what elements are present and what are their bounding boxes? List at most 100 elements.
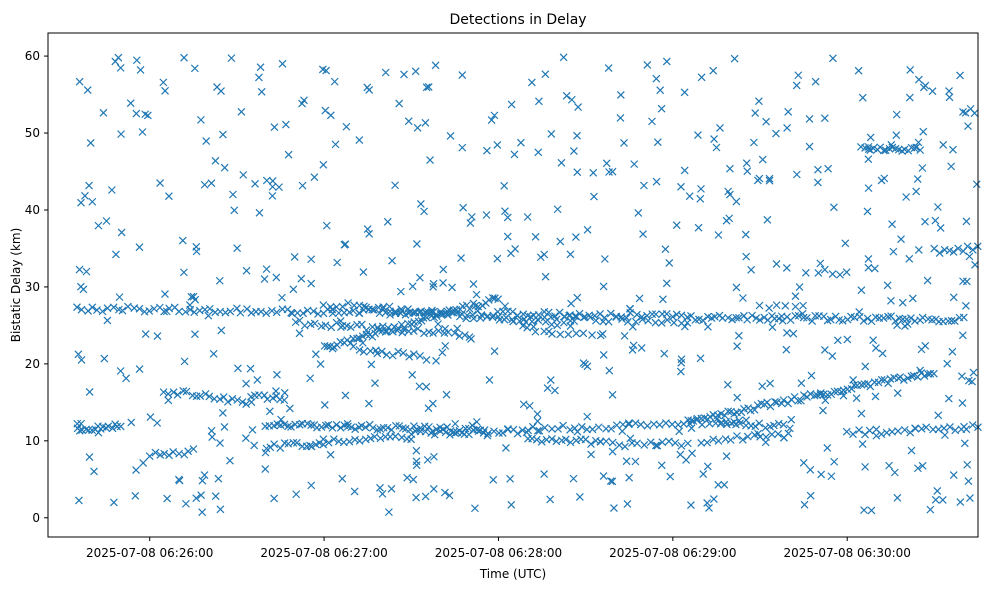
detection-marker [758,382,767,391]
detection-marker [295,329,304,338]
detection-marker [817,470,826,479]
detection-marker [902,315,911,324]
detection-marker [947,316,956,325]
detection-marker [758,155,767,164]
detection-marker [284,150,293,159]
detection-marker [863,314,872,323]
detection-marker [755,301,764,310]
detection-marker [543,384,552,392]
detection-marker [163,494,172,503]
detection-marker [510,150,519,159]
detection-marker [261,448,270,457]
detection-marker [328,423,337,432]
detection-marker [265,407,274,416]
detection-marker [236,308,245,317]
detection-marker [738,435,747,444]
detection-marker [723,380,732,389]
detection-marker [394,347,403,356]
detection-marker [201,305,209,314]
detection-marker [618,420,627,429]
detection-marker [841,239,850,248]
detection-marker [528,317,536,326]
detection-marker [639,181,648,190]
detection-marker [416,351,424,360]
detection-marker [587,440,595,449]
detection-marker [657,461,666,470]
detection-marker [77,356,86,364]
detection-marker [727,419,736,428]
detection-marker [541,70,550,79]
detection-marker [453,324,462,333]
detection-marker [196,115,205,124]
detection-marker [828,352,837,360]
detection-marker [567,299,576,308]
detection-marker [123,302,132,311]
detection-marker [135,304,144,313]
detection-marker [658,438,667,447]
detection-marker [583,225,592,234]
detection-marker [115,293,124,302]
detection-marker [247,308,256,317]
detection-marker [724,187,733,196]
detection-marker [919,127,928,136]
detection-marker [439,278,447,287]
detection-marker [122,374,131,383]
detection-marker [116,422,125,431]
detection-marker [458,71,467,79]
detection-marker [733,432,741,440]
detection-marker [602,159,611,168]
detection-marker [412,446,421,455]
detection-marker [847,384,856,393]
detection-marker [116,367,125,375]
detection-marker [652,74,661,83]
detection-marker [535,426,544,435]
detection-marker [423,455,432,464]
detection-marker [777,312,786,321]
detection-marker [289,438,298,447]
detection-marker [324,438,333,447]
detection-marker [476,314,485,322]
detection-marker [513,311,522,320]
detection-marker [457,254,465,263]
detection-marker [307,279,316,288]
detection-marker [94,221,103,230]
detection-marker [956,498,965,506]
detection-marker [770,397,779,406]
detection-marker [785,424,794,433]
detection-marker [449,308,458,317]
detection-marker [854,66,863,75]
detection-marker [657,104,666,113]
detection-marker [257,87,266,96]
detection-marker [905,254,914,263]
detection-marker [944,394,953,403]
detection-marker [571,233,580,241]
detection-marker [524,426,533,435]
detection-marker [794,311,803,320]
detection-marker [451,419,460,428]
detection-marker [897,235,905,244]
detection-marker [945,93,954,102]
detection-marker [966,494,974,502]
detection-marker [972,180,981,189]
detection-marker [455,426,464,435]
detection-marker [709,66,718,75]
detection-marker [864,155,873,164]
detection-marker [458,143,467,152]
detections-markers [73,53,982,517]
detection-marker [256,63,265,72]
detection-marker [639,230,647,239]
detection-marker [525,401,534,410]
detection-marker [381,308,390,317]
detection-marker [190,64,199,73]
detection-marker [230,206,239,215]
detection-marker [697,439,706,447]
detection-marker [861,362,870,371]
detection-marker [795,283,804,291]
detection-marker [858,93,867,102]
detection-marker [271,387,280,395]
detection-marker [960,439,969,448]
detection-marker [179,387,188,395]
detection-marker [320,400,329,409]
detection-marker [682,456,691,464]
